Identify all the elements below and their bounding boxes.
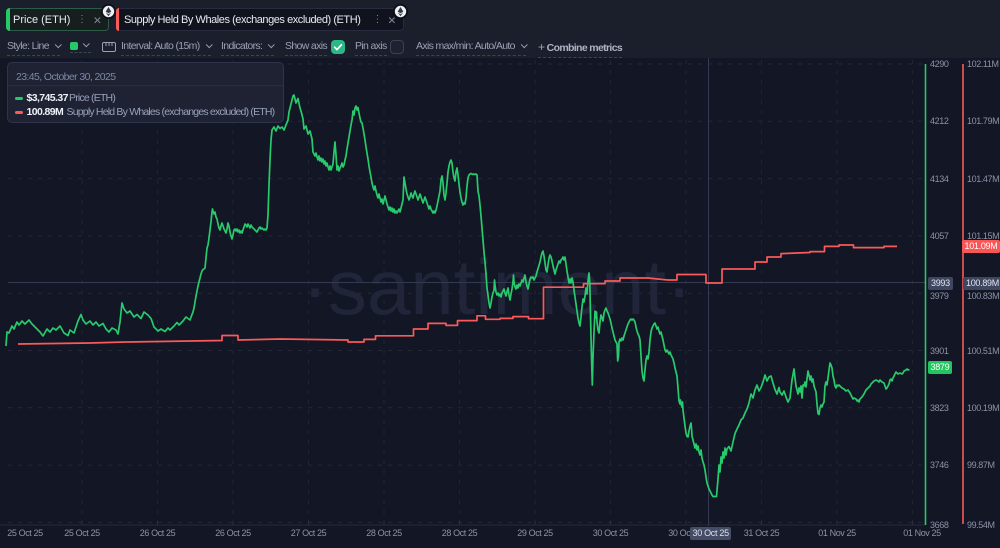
svg-text:·santiment·: ·santiment· bbox=[302, 243, 692, 331]
